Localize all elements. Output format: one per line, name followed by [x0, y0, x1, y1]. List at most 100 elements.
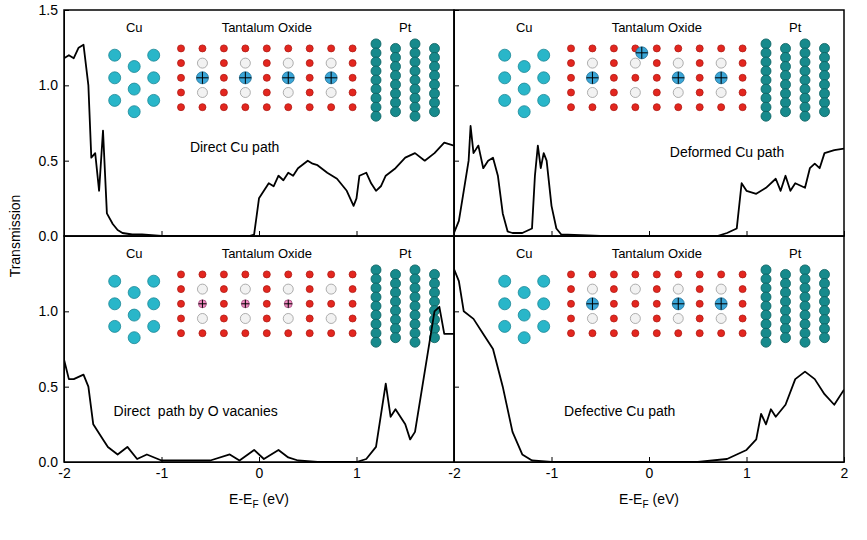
o-atom [653, 104, 660, 111]
cu-atom [109, 275, 121, 287]
panel-caption: Direct path by O vacanies [114, 403, 278, 419]
o-atom [263, 89, 270, 96]
o-atom [696, 315, 703, 322]
cu-atom [538, 320, 550, 332]
transmission-line [454, 126, 844, 236]
pt-atom [391, 324, 401, 334]
pt-atom [800, 66, 810, 76]
pt-atom [410, 283, 420, 293]
pt-atom [781, 89, 791, 99]
pt-atom [761, 84, 771, 94]
o-atom [263, 104, 270, 111]
pt-atom [391, 80, 401, 90]
panel: CuTantalum OxidePt0.00.51.01.5Direct Cu … [39, 2, 455, 244]
panel: CuTantalum OxidePt-2-1012Defective Cu pa… [448, 236, 848, 510]
pt-atom [820, 288, 830, 298]
pt-atom [800, 93, 810, 103]
pt-atom [820, 297, 830, 307]
x-tick: -1 [546, 457, 559, 481]
inset-label: Cu [516, 246, 533, 261]
cu-atom [538, 94, 550, 106]
x-axis-title-main: E-E [229, 491, 252, 507]
cu-defect-atom [672, 72, 684, 84]
o-atom [653, 45, 660, 52]
o-atom [220, 271, 227, 278]
y-tick-label: 0.5 [39, 153, 59, 169]
inset-label: Tantalum Oxide [222, 20, 312, 35]
ta-atom [240, 284, 250, 294]
ta-atom [716, 87, 726, 97]
pt-atom [820, 89, 830, 99]
o-vacancy-cross [245, 300, 246, 308]
o-atom [632, 104, 639, 111]
panel-caption: Defective Cu path [564, 403, 675, 419]
cu-defect-atom [586, 72, 598, 84]
o-atom [610, 60, 617, 67]
x-axis-title-subscript: F [252, 499, 258, 510]
panel-caption: Deformed Cu path [670, 144, 784, 160]
o-atom [178, 60, 185, 67]
pt-atom [761, 111, 771, 121]
cu-atom [518, 61, 530, 73]
pt-atom [410, 274, 420, 284]
o-atom [263, 74, 270, 81]
pt-atom [820, 107, 830, 117]
transmission-line [64, 45, 454, 236]
o-atom [220, 60, 227, 67]
pt-atom [781, 43, 791, 53]
cu-atom [128, 332, 140, 344]
x-axis: -2-1012 [448, 457, 848, 481]
ta-atom [283, 313, 293, 323]
cu-defect-atom [586, 298, 598, 310]
pt-atom [410, 292, 420, 302]
o-atom [653, 300, 660, 307]
pt-atom [391, 315, 401, 325]
o-vacancy [241, 300, 249, 308]
pt-atom [800, 319, 810, 329]
cu-atom [128, 61, 140, 73]
o-atom [328, 271, 335, 278]
ta-atom [326, 284, 336, 294]
x-axis-title: E-EF(eV) [619, 491, 679, 510]
pt-atom [761, 337, 771, 347]
o-atom [696, 330, 703, 337]
pt-atom [761, 319, 771, 329]
ta-atom [326, 58, 336, 68]
o-atom [242, 45, 249, 52]
o-atom [718, 271, 725, 278]
o-atom [242, 330, 249, 337]
pt-atom [781, 288, 791, 298]
pt-atom [371, 66, 381, 76]
plot-area [64, 307, 454, 462]
o-atom [242, 104, 249, 111]
o-atom [306, 271, 313, 278]
pt-atom [761, 66, 771, 76]
structure-inset [499, 39, 830, 121]
ta-atom [673, 284, 683, 294]
pt-atom [781, 52, 791, 62]
o-atom [653, 315, 660, 322]
cu-defect-atom [672, 298, 684, 310]
cu-atom [128, 106, 140, 118]
pt-atom [371, 48, 381, 58]
o-vacancy [198, 300, 206, 308]
o-atom [739, 60, 746, 67]
cu-atom [499, 94, 511, 106]
pt-atom [410, 39, 420, 49]
pt-atom [800, 57, 810, 67]
cu-defect-atom-cross [721, 72, 722, 84]
o-atom [675, 271, 682, 278]
o-atom [610, 45, 617, 52]
cu-atom [538, 49, 550, 61]
o-atom [285, 271, 292, 278]
o-atom [285, 330, 292, 337]
o-atom [199, 104, 206, 111]
o-atom [178, 74, 185, 81]
inset-label: Tantalum Oxide [222, 246, 312, 261]
o-atom [675, 45, 682, 52]
pt-atom [371, 274, 381, 284]
pt-atom [781, 278, 791, 288]
ta-atom [283, 284, 293, 294]
ta-atom [716, 58, 726, 68]
ta-atom [630, 313, 640, 323]
